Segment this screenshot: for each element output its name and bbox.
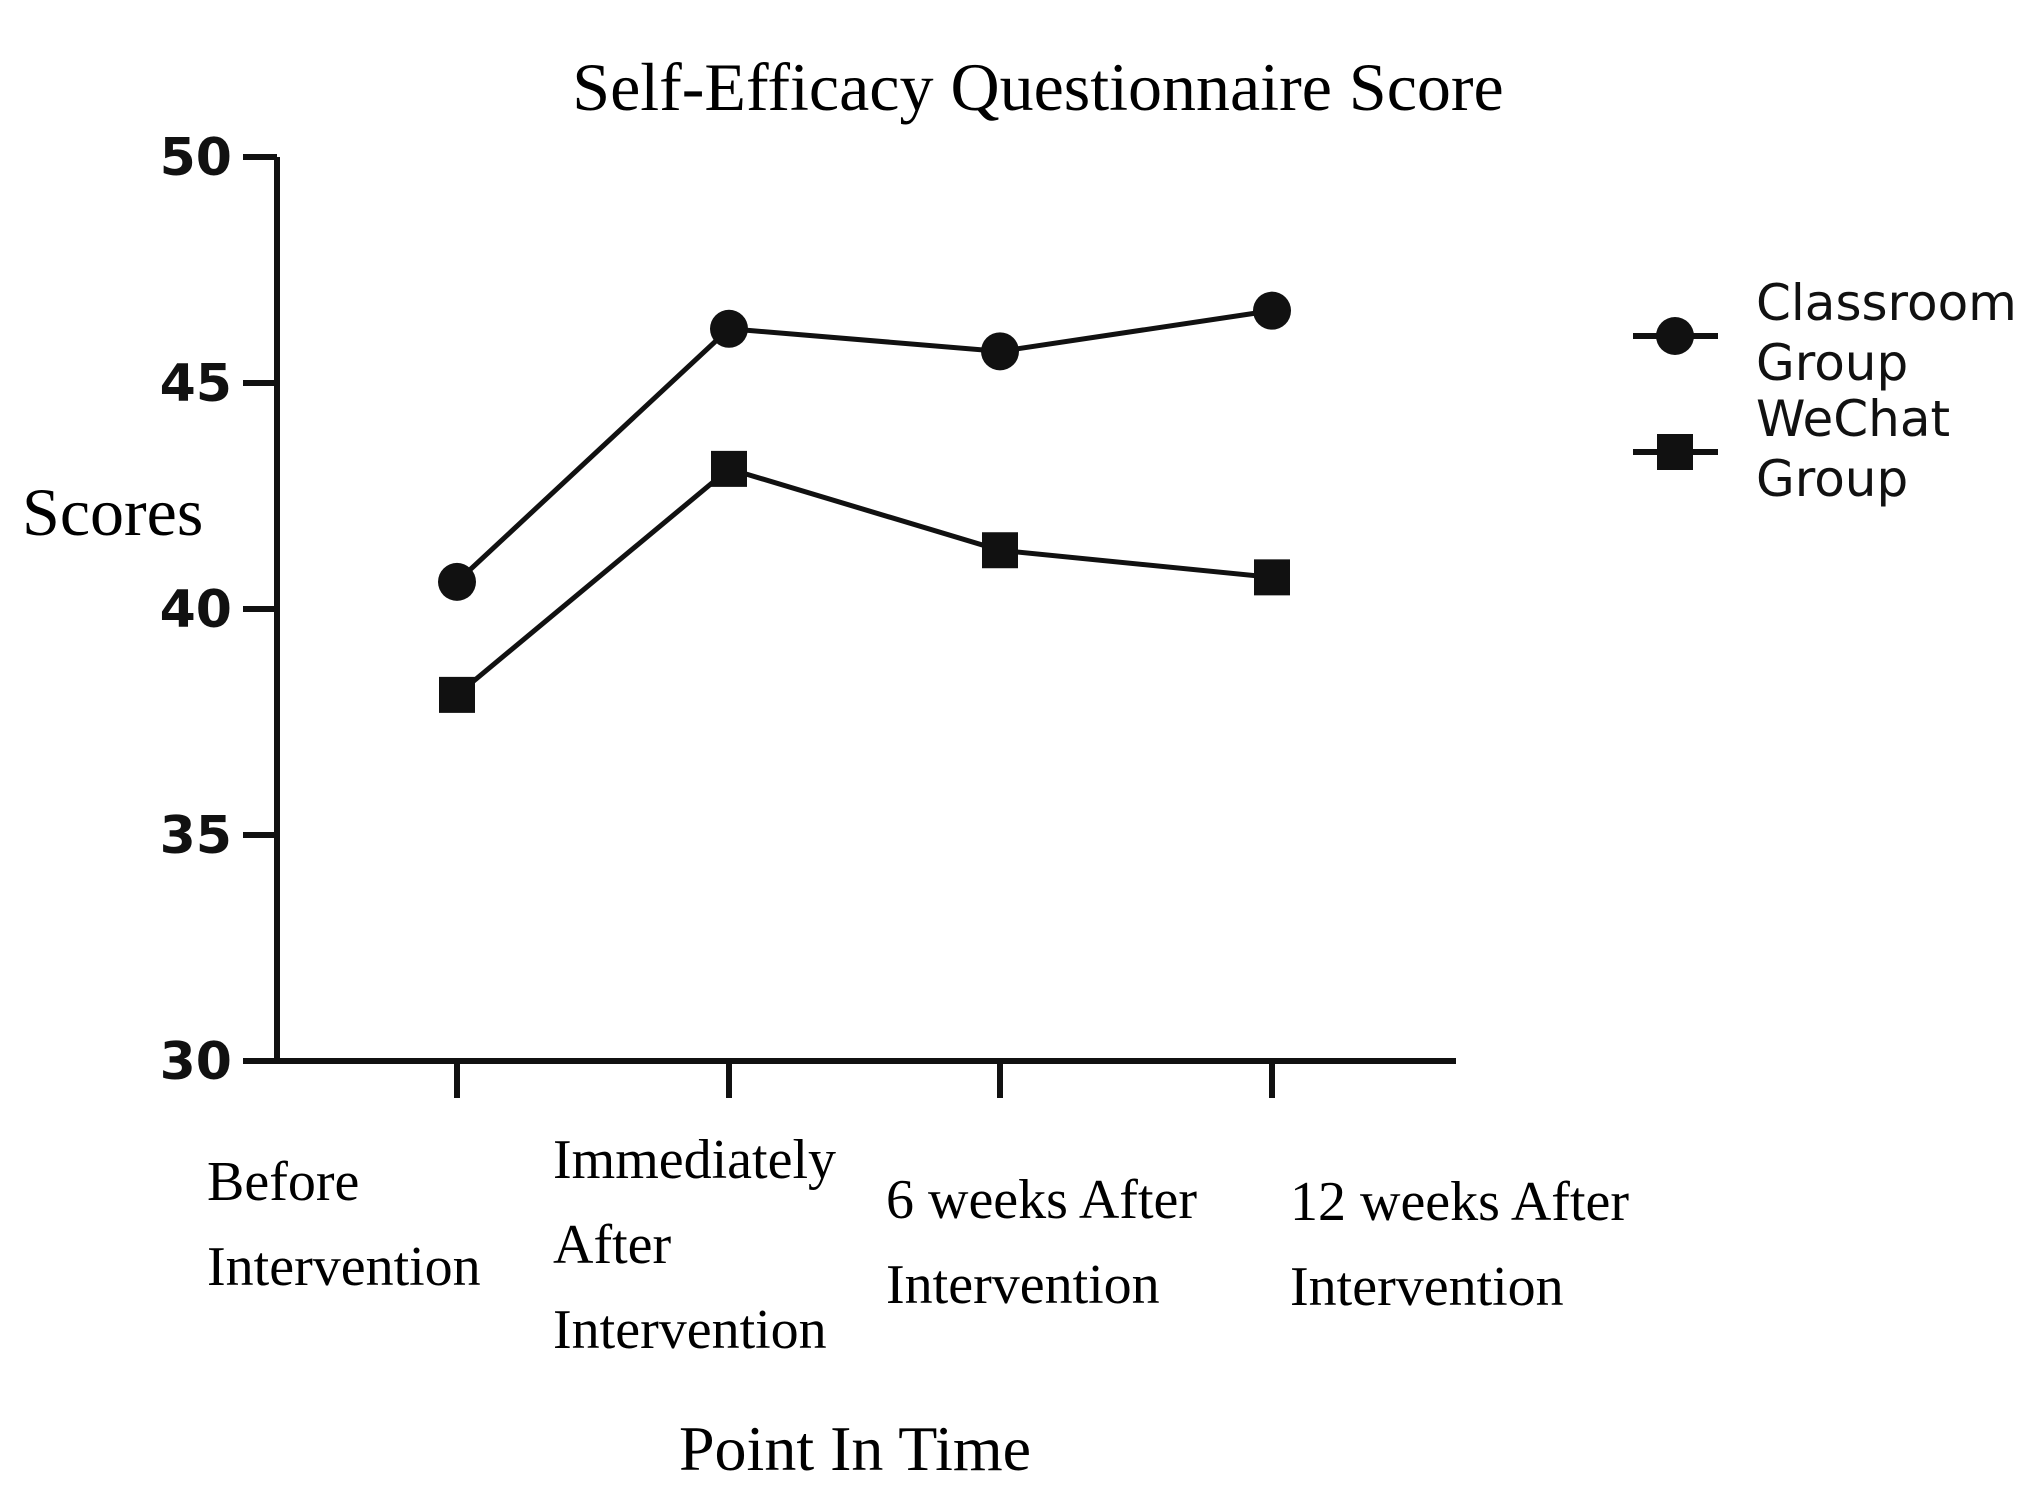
data-point-square bbox=[711, 450, 747, 487]
series-line-0 bbox=[455, 308, 1273, 584]
data-point-circle bbox=[710, 309, 748, 348]
data-point-square bbox=[982, 532, 1018, 569]
legend-label: WeChat bbox=[1756, 390, 1950, 448]
x-tick-label: Intervention bbox=[1290, 1256, 1564, 1318]
x-axis-ticks: Before Intervention Immediately After Interv… bbox=[207, 1061, 1629, 1361]
data-point-circle bbox=[981, 332, 1019, 371]
data-point-circle bbox=[438, 562, 476, 601]
y-tick-label: 40 bbox=[160, 580, 232, 640]
x-tick-label: After bbox=[553, 1214, 672, 1276]
y-axis-ticks: 30 35 40 45 50 bbox=[160, 128, 277, 1092]
y-axis-label: Scores bbox=[22, 474, 203, 550]
legend-label: Group bbox=[1756, 334, 1908, 392]
series-layer bbox=[438, 291, 1291, 713]
x-tick-label: Intervention bbox=[553, 1299, 827, 1361]
legend-label: Group bbox=[1756, 450, 1908, 508]
y-tick-label: 50 bbox=[160, 128, 232, 188]
legend-marker-square bbox=[1657, 434, 1693, 470]
y-tick-label: 45 bbox=[160, 354, 232, 414]
y-tick-label: 30 bbox=[160, 1032, 232, 1092]
chart-title: Self-Efficacy Questionnaire Score bbox=[572, 49, 1503, 125]
data-point-square bbox=[1254, 559, 1290, 596]
x-axis-label: Point In Time bbox=[679, 1413, 1031, 1484]
legend-marker-circle bbox=[1656, 317, 1694, 355]
data-point-square bbox=[439, 676, 475, 713]
series-line-1 bbox=[455, 466, 1273, 697]
x-tick-label: Immediately bbox=[553, 1129, 836, 1191]
x-tick-label: Before bbox=[207, 1151, 359, 1213]
x-tick-label: 6 weeks After bbox=[886, 1169, 1197, 1231]
data-point-circle bbox=[1253, 291, 1291, 330]
x-tick-label: 12 weeks After bbox=[1290, 1171, 1629, 1233]
x-tick-label: Intervention bbox=[207, 1236, 481, 1298]
x-tick-label: Intervention bbox=[886, 1254, 1160, 1316]
y-tick-label: 35 bbox=[160, 806, 232, 866]
legend-label: Classroom bbox=[1756, 274, 2017, 332]
